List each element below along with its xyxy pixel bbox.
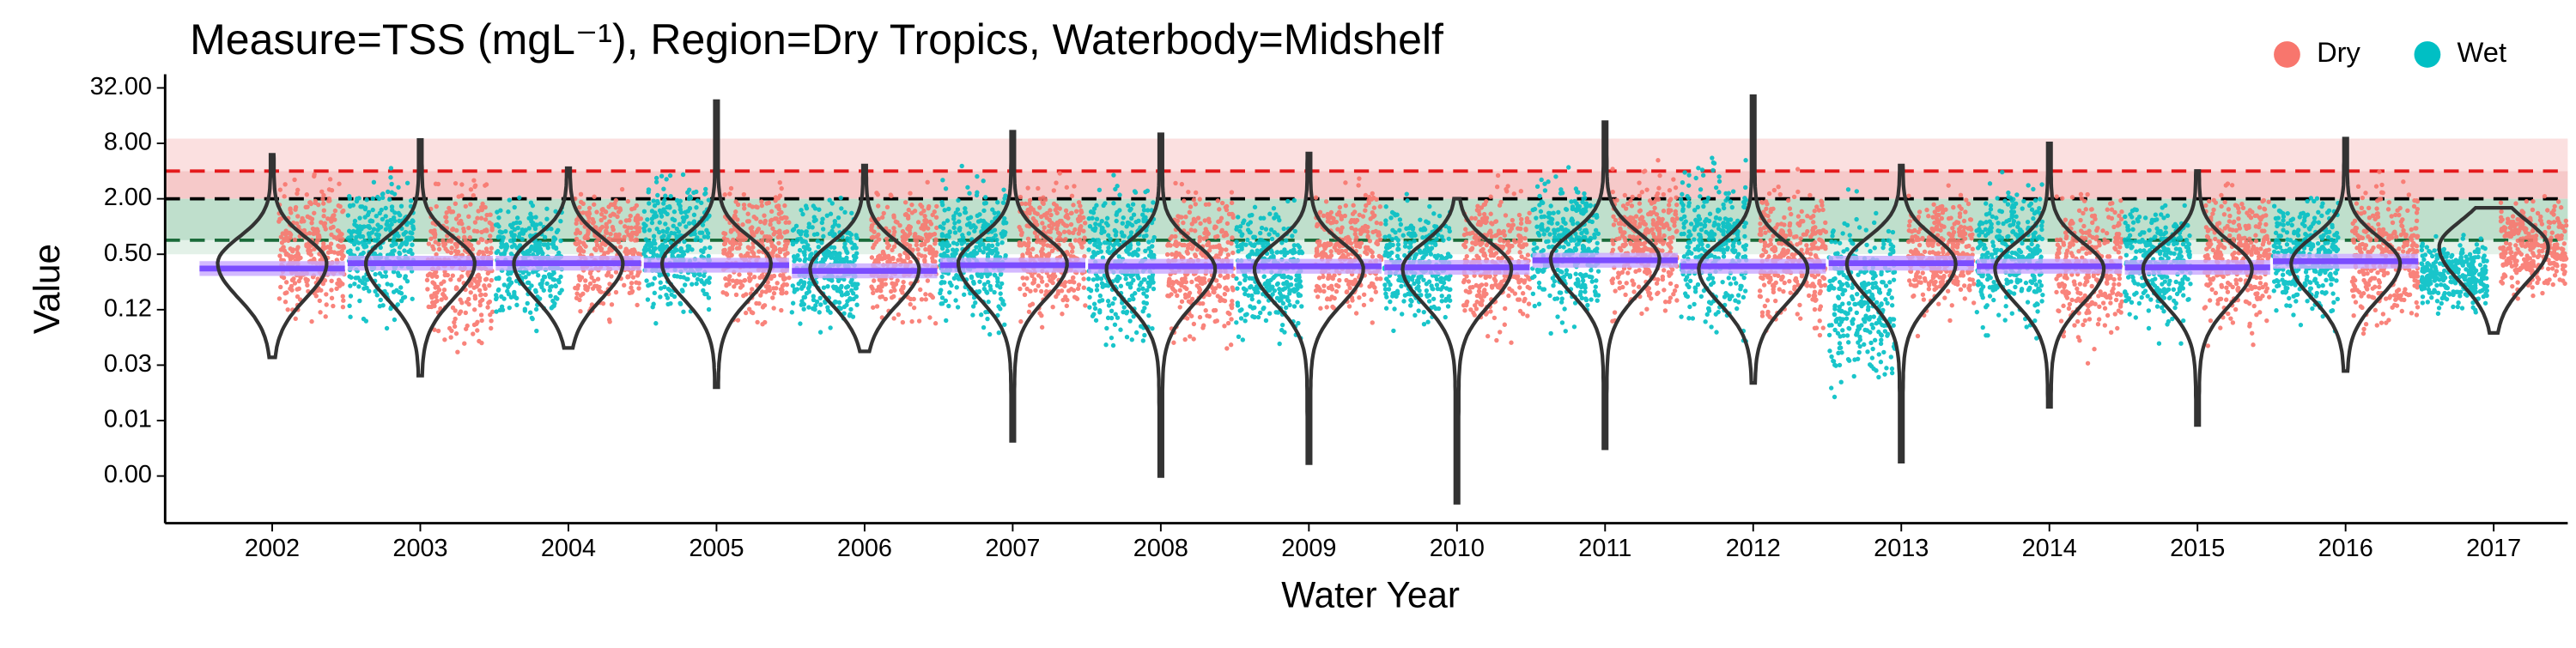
violin — [1697, 94, 1810, 385]
point-cloud — [2498, 193, 2569, 301]
x-tick-label: 2017 — [2466, 535, 2521, 562]
point-cloud — [1164, 180, 1236, 351]
point-cloud — [938, 163, 1009, 337]
point-cloud — [720, 180, 792, 327]
violin — [364, 137, 477, 378]
x-axis-label: Water Year — [1281, 574, 1460, 615]
point-cloud — [1974, 169, 2045, 341]
point-cloud — [641, 172, 713, 326]
violin — [1104, 132, 1218, 478]
x-tick-label: 2006 — [837, 535, 892, 562]
violin — [1548, 120, 1662, 451]
point-cloud — [1461, 173, 1533, 345]
x-tick-label: 2005 — [689, 535, 744, 562]
violin — [2289, 136, 2403, 373]
legend-label: Dry — [2317, 36, 2360, 68]
y-tick-label: 0.01 — [104, 406, 152, 433]
x-tick-label: 2016 — [2318, 535, 2373, 562]
legend-marker — [2414, 41, 2441, 68]
point-cloud — [1530, 165, 1601, 336]
violin — [808, 163, 921, 354]
point-cloud — [1017, 171, 1088, 330]
y-tick-label: 0.03 — [104, 350, 152, 378]
point-cloud — [1313, 176, 1384, 325]
x-tick-label: 2010 — [1430, 535, 1485, 562]
point-cloud — [1609, 158, 1680, 324]
y-tick-label: 0.50 — [104, 239, 152, 267]
chart-title: Measure=TSS (mgL⁻¹), Region=Dry Tropics,… — [190, 15, 1443, 64]
point-cloud — [1905, 183, 1977, 339]
violin — [216, 153, 329, 360]
point-cloud — [573, 186, 644, 324]
x-tick-label: 2013 — [1874, 535, 1929, 562]
violin — [957, 130, 1069, 443]
x-tick-label: 2003 — [392, 535, 447, 562]
violin — [2437, 206, 2550, 335]
point-cloud — [2054, 191, 2125, 366]
legend-marker — [2274, 41, 2300, 68]
y-tick-label: 2.00 — [104, 184, 152, 211]
point-cloud — [869, 179, 939, 326]
x-tick-label: 2008 — [1133, 535, 1188, 562]
point-cloud — [2349, 169, 2421, 336]
band — [165, 138, 2568, 172]
violin — [1993, 142, 2106, 409]
y-tick-label: 0.00 — [104, 461, 152, 488]
y-tick-label: 0.12 — [104, 294, 152, 322]
legend-label: Wet — [2458, 36, 2507, 68]
y-tick-label: 32.00 — [90, 73, 152, 100]
x-tick-label: 2012 — [1726, 535, 1781, 562]
x-tick-label: 2011 — [1578, 535, 1631, 562]
violin — [1400, 197, 1514, 505]
point-cloud — [1757, 167, 1829, 338]
x-tick-label: 2002 — [245, 535, 300, 562]
violin — [659, 99, 774, 390]
point-cloud — [276, 172, 347, 324]
x-tick-label: 2015 — [2170, 535, 2225, 562]
point-cloud — [1826, 187, 1898, 400]
x-tick-label: 2009 — [1281, 535, 1336, 562]
point-cloud — [1382, 191, 1453, 334]
violin — [1844, 163, 1958, 463]
x-tick-label: 2004 — [541, 535, 596, 562]
y-tick-label: 8.00 — [104, 129, 152, 156]
point-cloud — [345, 166, 416, 331]
y-axis-label: Value — [27, 244, 67, 334]
x-tick-label: 2014 — [2022, 535, 2077, 562]
violin — [2141, 169, 2254, 427]
violin — [1252, 151, 1365, 465]
violin — [512, 166, 625, 350]
x-tick-label: 2007 — [985, 535, 1040, 562]
